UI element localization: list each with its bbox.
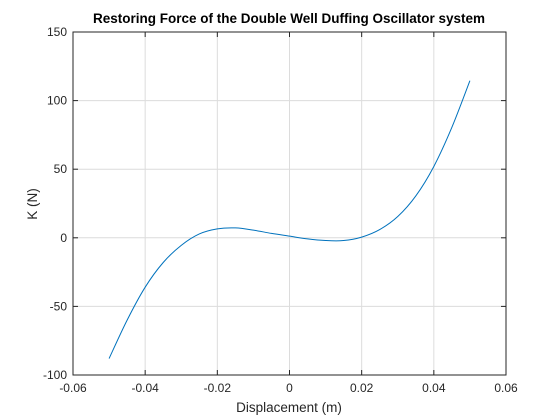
plot-series [108, 80, 471, 359]
grid [72, 31, 507, 376]
x-tick-label: -0.04 [131, 381, 159, 395]
y-tick-label: 100 [47, 94, 67, 108]
x-axis-label: Displacement (m) [236, 400, 342, 415]
series-line [108, 80, 471, 359]
x-tick-label: 0.06 [494, 381, 518, 395]
x-tick-label: 0.02 [350, 381, 374, 395]
y-tick-label: 0 [60, 231, 67, 245]
y-tick-label: 50 [54, 162, 68, 176]
x-tick-label: 0 [286, 381, 293, 395]
x-tick-label: -0.06 [59, 381, 87, 395]
x-tick-label: 0.04 [422, 381, 446, 395]
y-tick-label: 150 [47, 25, 67, 39]
x-tick-label: -0.02 [204, 381, 232, 395]
axis-ticks: -0.06 -0.04 -0.02 0 0.02 0.04 0.06 -100 -50 0 50 10… [43, 25, 518, 395]
chart-title: Restoring Force of the Double Well Duffi… [93, 11, 485, 26]
y-tick-label: -50 [50, 299, 68, 313]
y-tick-label: -100 [43, 368, 67, 382]
y-axis-label: K (N) [25, 188, 40, 220]
